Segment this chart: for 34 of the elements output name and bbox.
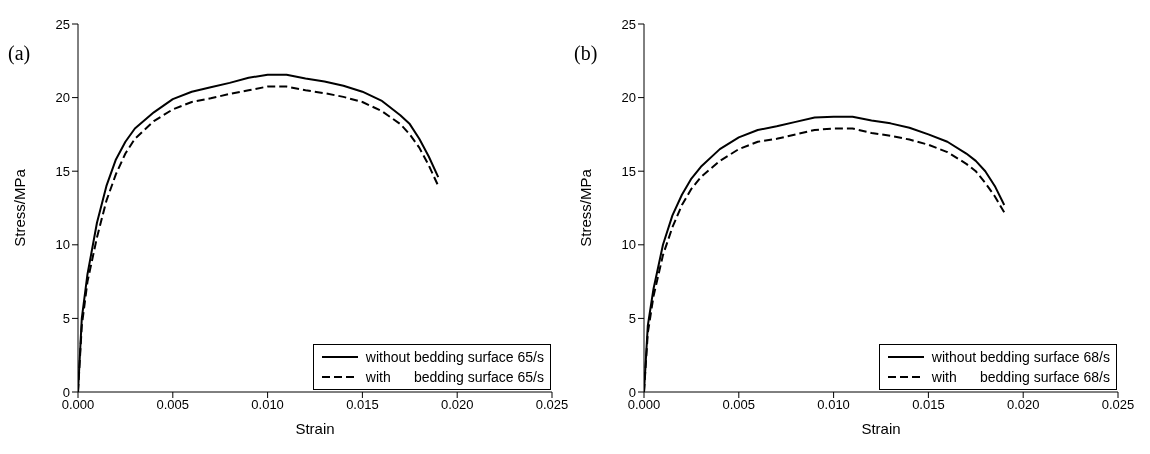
y-tick-label: 0 [62, 384, 70, 400]
y-tick-label: 15 [55, 163, 70, 179]
x-axis-title: Strain [861, 420, 901, 437]
x-tick-label: 0.010 [251, 397, 284, 413]
y-tick-label: 5 [628, 311, 636, 327]
x-tick-label: 0.015 [346, 397, 379, 413]
y-tick-label: 10 [55, 237, 70, 253]
x-tick-label: 0.005 [156, 397, 190, 413]
y-tick-label: 25 [621, 16, 636, 32]
y-tick-label: 25 [55, 16, 70, 32]
x-tick-label: 0.020 [440, 397, 474, 413]
x-tick-label: 0.025 [535, 397, 569, 413]
legend-label: with bedding surface 65/s [365, 368, 544, 387]
y-axis-title: Stress/MPa [577, 168, 595, 247]
x-tick-label: 0.000 [627, 397, 661, 413]
x-tick-label: 0.015 [912, 397, 945, 413]
y-tick-label: 10 [621, 237, 636, 253]
y-tick-label: 0 [628, 384, 636, 400]
y-tick-label: 20 [55, 90, 70, 106]
y-tick-label: 5 [62, 311, 70, 327]
text: (b) [574, 42, 598, 65]
x-tick-label: 0.000 [61, 397, 95, 413]
x-tick-label: 0.010 [817, 397, 850, 413]
x-tick-label: 0.020 [1006, 397, 1040, 413]
x-axis-title: Strain [295, 420, 335, 437]
legend-label: without bedding surface 68/s [931, 348, 1110, 367]
x-tick-label: 0.025 [1101, 397, 1135, 413]
text: (a) [8, 42, 31, 65]
x-tick-label: 0.005 [722, 397, 756, 413]
legend-label: without bedding surface 65/s [365, 348, 544, 367]
y-tick-label: 20 [621, 90, 636, 106]
y-tick-label: 15 [621, 163, 636, 179]
y-axis-title: Stress/MPa [11, 168, 29, 247]
legend-label: with bedding surface 68/s [931, 368, 1110, 387]
